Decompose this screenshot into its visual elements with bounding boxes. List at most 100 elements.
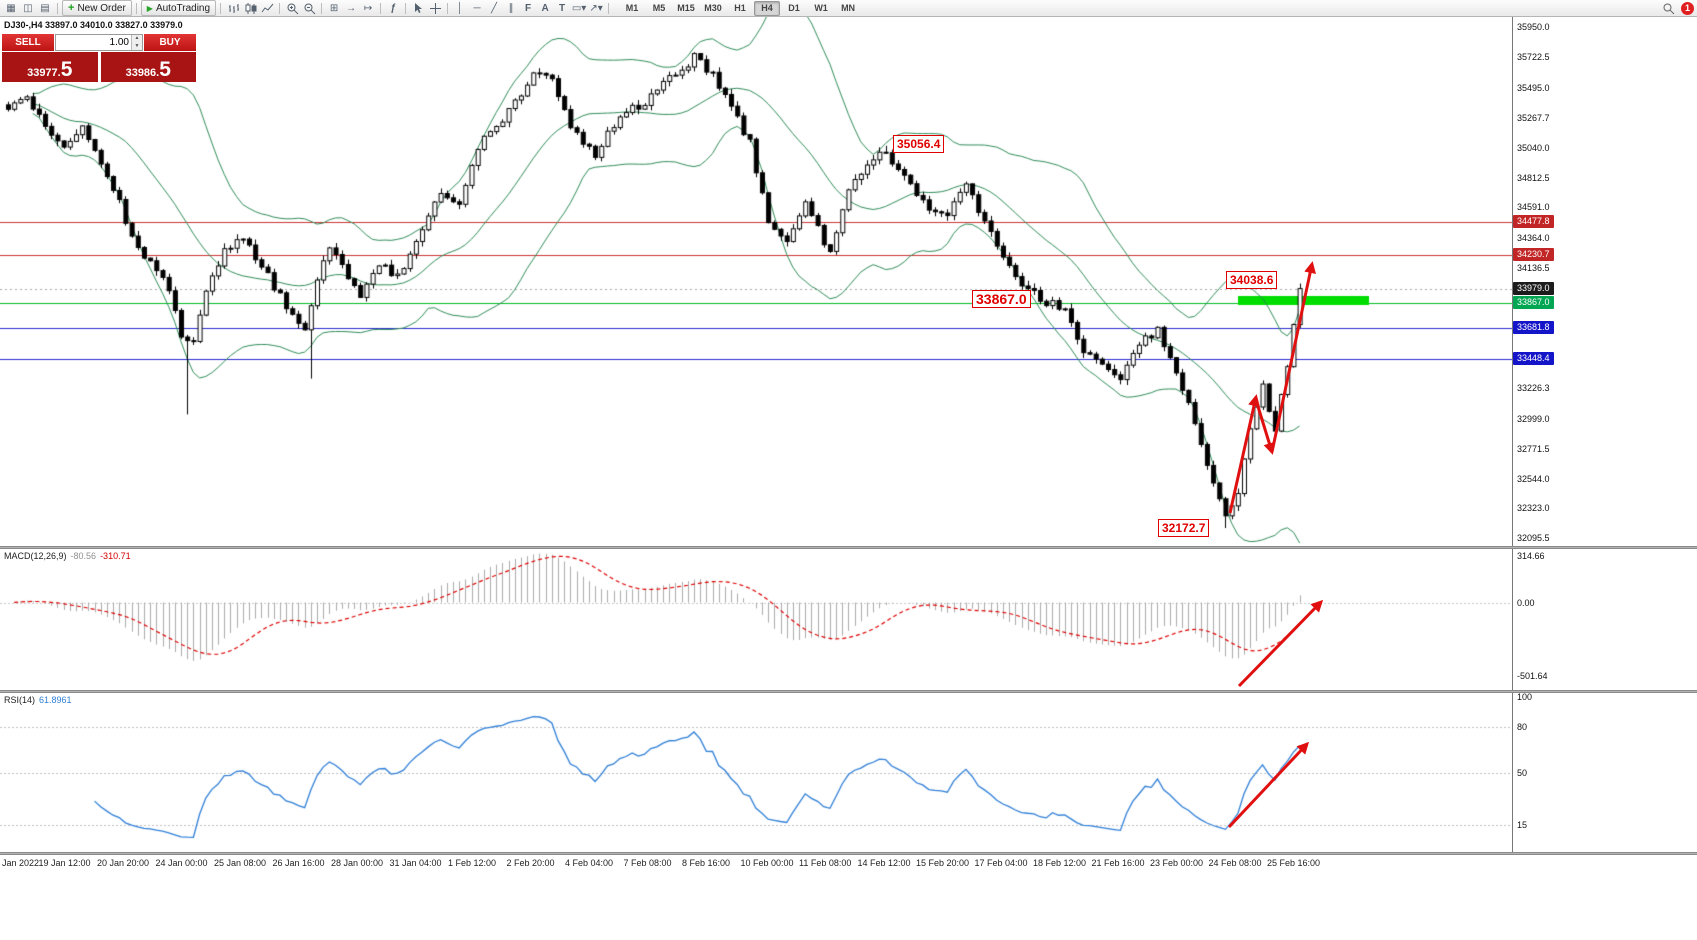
label-tool-icon[interactable]: T xyxy=(559,2,566,14)
autotrading-button[interactable]: ▶ AutoTrading xyxy=(140,0,217,16)
toolbar: ▦ ◫ ▤ + New Order ▶ AutoTrading ⊞ → ↦ ƒ … xyxy=(0,0,1697,17)
macd-main-value: -80.56 xyxy=(70,551,97,561)
arrows-dropdown-icon[interactable]: ↗▾ xyxy=(589,2,603,14)
toolbar-separator xyxy=(608,2,610,14)
main-chart-panel: DJ30-,H4 33897.0 34010.0 33827.0 33979.0… xyxy=(0,17,1697,546)
channel-tool-icon[interactable]: ∥ xyxy=(508,2,514,14)
timeframe-toolbar: M1 M5 M15 M30 H1 H4 D1 W1 MN xyxy=(619,0,861,16)
panel-splitter[interactable] xyxy=(0,546,1697,549)
time-axis-label: 17 Feb 04:00 xyxy=(974,858,1028,868)
market-watch-icon[interactable]: ▤ xyxy=(40,2,50,14)
rsi-value: 61.8961 xyxy=(39,695,72,705)
rsi-canvas[interactable] xyxy=(0,693,1512,852)
macd-panel: MACD(12,26,9) -80.56 -310.71 xyxy=(0,549,1697,690)
macd-signal-value: -310.71 xyxy=(100,551,131,561)
line-chart-mode-icon[interactable] xyxy=(259,1,275,16)
timeframe-button-mn[interactable]: MN xyxy=(841,2,856,13)
time-axis-label: 24 Feb 08:00 xyxy=(1208,858,1262,868)
volume-input[interactable] xyxy=(56,35,131,50)
time-axis-label: 8 Feb 16:00 xyxy=(682,858,731,868)
text-tool-icon[interactable]: A xyxy=(541,2,549,14)
panel-splitter[interactable] xyxy=(0,690,1697,693)
cursor-icon[interactable] xyxy=(410,1,426,16)
fibonacci-tool-icon[interactable]: F xyxy=(525,2,532,14)
timeframe-button-d1[interactable]: D1 xyxy=(788,2,800,13)
volume-spinner: ▲ ▼ xyxy=(131,35,142,50)
time-axis-label: 4 Feb 04:00 xyxy=(565,858,614,868)
buy-button[interactable]: BUY xyxy=(144,34,196,51)
volume-box: ▲ ▼ xyxy=(55,34,143,51)
time-axis-label: 15 Feb 20:00 xyxy=(916,858,970,868)
buy-price-big-digit: 5 xyxy=(159,58,171,81)
tile-windows-icon[interactable]: ⊞ xyxy=(329,2,339,14)
shapes-dropdown-icon[interactable]: ▭▾ xyxy=(571,2,587,14)
time-axis-label: 1 Feb 12:00 xyxy=(448,858,497,868)
one-click-trading-panel: SELL ▲ ▼ BUY 33977.5 33986.5 xyxy=(2,34,196,82)
toolbar-separator xyxy=(57,2,58,14)
toolbar-separator xyxy=(279,2,281,14)
volume-down-button[interactable]: ▼ xyxy=(132,42,142,50)
sell-price-big-digit: 5 xyxy=(60,58,73,81)
buy-price-main: 33986. xyxy=(125,67,160,79)
time-axis-label: 10 Feb 00:00 xyxy=(740,858,794,868)
macd-label: MACD(12,26,9) -80.56 -310.71 xyxy=(4,551,131,561)
vertical-line-tool-icon[interactable]: │ xyxy=(456,2,464,14)
new-order-icon: + xyxy=(68,2,75,14)
time-axis-label: 25 Jan 08:00 xyxy=(214,858,267,868)
timeframe-button-m30[interactable]: M30 xyxy=(704,2,722,13)
bar-chart-mode-icon[interactable] xyxy=(225,1,241,16)
chart-shift-icon[interactable]: ↦ xyxy=(363,2,373,14)
notification-badge[interactable]: 1 xyxy=(1681,1,1694,15)
timeframe-button-m15[interactable]: M15 xyxy=(677,2,695,13)
toolbar-separator xyxy=(447,2,449,14)
volume-up-button[interactable]: ▲ xyxy=(132,35,142,43)
time-axis-label: 18 Feb 12:00 xyxy=(1033,858,1087,868)
rsi-label: RSI(14) 61.8961 xyxy=(4,695,72,705)
price-axis-border xyxy=(1512,17,1513,855)
time-axis-label: 26 Jan 16:00 xyxy=(272,858,325,868)
time-axis-label: 25 Feb 16:00 xyxy=(1267,858,1321,868)
toolbar-separator xyxy=(405,2,407,14)
time-axis-label: 7 Feb 08:00 xyxy=(623,858,672,868)
search-icon[interactable] xyxy=(1660,1,1676,16)
timeframe-button-m1[interactable]: M1 xyxy=(625,2,639,13)
timeframe-button-h4[interactable]: H4 xyxy=(754,0,781,16)
candlestick-mode-icon[interactable] xyxy=(242,1,258,16)
sell-price-display[interactable]: 33977. 5 xyxy=(2,52,98,82)
time-axis: Jan 2022 19 Jan 12:00 20 Jan 20:00 24 Jan 0… xyxy=(0,855,1697,873)
time-axis-label: 23 Feb 00:00 xyxy=(1150,858,1204,868)
macd-name: MACD(12,26,9) xyxy=(4,551,67,561)
time-axis-label: Jan 2022 xyxy=(2,858,40,868)
toolbar-separator xyxy=(321,2,323,14)
autotrading-label: AutoTrading xyxy=(155,2,211,14)
panel-splitter[interactable] xyxy=(0,852,1697,855)
zoom-in-icon[interactable] xyxy=(284,1,300,16)
price-chart-canvas[interactable] xyxy=(0,17,1512,546)
time-axis-label: 31 Jan 04:00 xyxy=(389,858,442,868)
horizontal-line-tool-icon[interactable]: ─ xyxy=(473,2,481,14)
buy-price-display[interactable]: 33986. 5 xyxy=(100,52,196,82)
autotrading-play-icon: ▶ xyxy=(146,3,153,13)
time-axis-label: 14 Feb 12:00 xyxy=(857,858,911,868)
auto-scroll-icon[interactable]: → xyxy=(346,2,357,14)
indicators-icon[interactable]: ƒ xyxy=(390,2,396,14)
timeframe-button-m5[interactable]: M5 xyxy=(652,2,666,13)
toolbar-separator xyxy=(220,2,222,14)
crosshair-icon[interactable] xyxy=(427,1,443,16)
time-axis-label: 11 Feb 08:00 xyxy=(799,858,852,868)
toolbar-separator xyxy=(135,2,137,14)
zoom-out-icon[interactable] xyxy=(301,1,317,16)
time-axis-label: 21 Feb 16:00 xyxy=(1091,858,1145,868)
time-axis-label: 2 Feb 20:00 xyxy=(506,858,555,868)
time-axis-label: 19 Jan 12:00 xyxy=(38,858,91,868)
macd-canvas[interactable] xyxy=(0,549,1512,690)
timeframe-button-h1[interactable]: H1 xyxy=(734,2,746,13)
time-axis-label: 28 Jan 00:00 xyxy=(331,858,384,868)
profiles-icon[interactable]: ◫ xyxy=(23,2,33,14)
new-order-button[interactable]: + New Order xyxy=(62,0,132,16)
trendline-tool-icon[interactable]: ╱ xyxy=(491,2,498,14)
sell-button[interactable]: SELL xyxy=(2,34,54,51)
timeframe-button-w1[interactable]: W1 xyxy=(814,2,828,13)
new-chart-icon[interactable]: ▦ xyxy=(6,2,16,14)
